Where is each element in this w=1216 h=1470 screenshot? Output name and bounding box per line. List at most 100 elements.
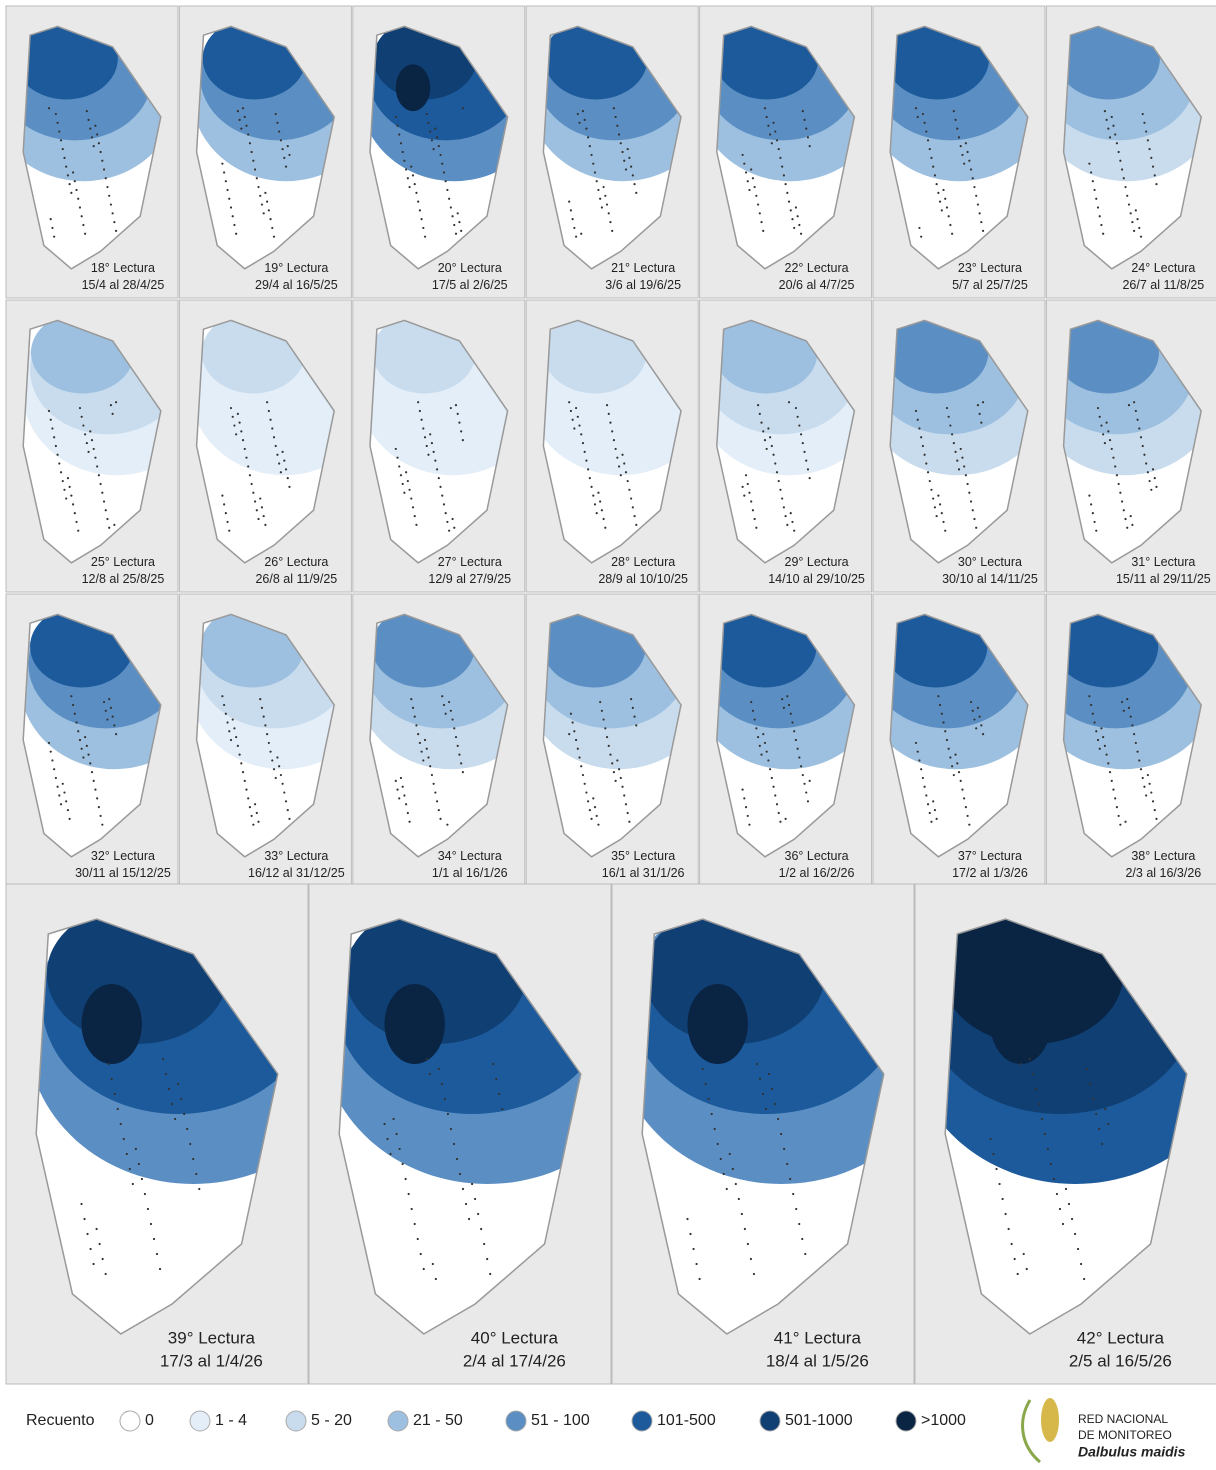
trap-point <box>108 194 111 197</box>
trap-point <box>278 130 281 133</box>
trap-point <box>80 747 83 750</box>
trap-point <box>698 1277 701 1281</box>
trap-point <box>569 209 573 212</box>
trap-point <box>460 430 463 433</box>
trap-point <box>427 453 430 456</box>
panel-title: 22° Lectura <box>785 261 849 275</box>
panel-title: 31° Lectura <box>1131 555 1195 569</box>
trap-point <box>976 404 980 407</box>
trap-point <box>80 415 83 418</box>
trap-point <box>399 142 403 145</box>
trap-point <box>1013 1257 1016 1261</box>
region-outline <box>338 918 582 1335</box>
trap-point <box>746 1242 750 1246</box>
trap-point <box>789 712 792 715</box>
trap-point <box>125 1152 128 1156</box>
trap-point <box>1102 433 1105 436</box>
trap-point <box>593 806 597 809</box>
trap-point <box>1134 409 1137 413</box>
trap-point <box>183 1112 186 1116</box>
trap-point <box>571 721 574 724</box>
trap-point <box>592 797 595 800</box>
trap-point <box>944 197 947 200</box>
trap-point <box>786 523 789 526</box>
trap-point <box>635 724 638 727</box>
trap-point <box>483 1242 486 1246</box>
trap-point <box>804 1252 807 1256</box>
trap-point <box>102 168 106 171</box>
trap-point <box>448 700 451 704</box>
trap-point <box>271 759 274 762</box>
trap-point <box>460 762 463 765</box>
trap-point <box>192 1157 195 1161</box>
trap-point <box>405 168 408 171</box>
trap-point <box>748 188 751 192</box>
trap-point <box>1136 218 1139 221</box>
trap-point <box>1120 500 1124 503</box>
trap-point <box>243 447 246 451</box>
trap-point <box>781 165 784 168</box>
trap-point <box>252 823 255 826</box>
trap-point <box>255 811 258 815</box>
trap-point <box>429 765 432 768</box>
trap-point <box>951 765 954 768</box>
trap-point <box>777 811 780 815</box>
trap-point <box>498 1092 501 1096</box>
trap-point <box>916 750 919 753</box>
trap-point <box>976 706 980 709</box>
trap-point <box>944 730 947 733</box>
trap-point <box>226 188 229 192</box>
trap-point <box>58 130 61 133</box>
trap-point <box>949 424 952 427</box>
trap-point <box>1107 430 1110 433</box>
trap-point <box>281 782 284 785</box>
trap-point <box>1139 768 1143 771</box>
region-outline <box>641 918 885 1335</box>
panel-dates: 14/10 al 29/10/25 <box>768 572 865 586</box>
trap-point <box>935 817 938 820</box>
trap-point <box>957 771 961 774</box>
trap-point <box>789 1177 792 1181</box>
trap-point <box>495 1077 498 1081</box>
trap-point <box>82 756 85 759</box>
trap-point <box>808 779 811 782</box>
trap-point <box>90 771 94 774</box>
trap-point <box>1016 1272 1019 1276</box>
trap-point <box>460 229 463 232</box>
trap-point <box>456 412 459 415</box>
trap-point <box>437 477 440 480</box>
trap-point <box>773 1102 777 1106</box>
trap-point <box>1110 779 1113 782</box>
trap-point <box>952 110 955 113</box>
trap-point <box>113 523 116 526</box>
trap-point <box>751 709 755 712</box>
trap-point <box>396 124 399 127</box>
trap-point <box>235 433 238 436</box>
trap-point <box>247 133 250 136</box>
trap-point <box>229 738 233 742</box>
map-panel: 28° Lectura 28/9 al 10/10/25 <box>525 299 699 593</box>
trap-point <box>441 494 444 497</box>
trap-point <box>1134 209 1137 212</box>
trap-point <box>1088 494 1091 497</box>
trap-point <box>68 817 71 820</box>
trap-point <box>114 229 118 232</box>
trap-point <box>461 771 464 774</box>
trap-point <box>707 1097 710 1101</box>
trap-point <box>916 115 919 119</box>
trap-point <box>70 191 73 194</box>
trap-point <box>1129 514 1132 518</box>
trap-point <box>1139 436 1143 439</box>
trap-point <box>914 409 918 413</box>
trap-point <box>777 147 780 151</box>
trap-point <box>288 817 291 820</box>
trap-point <box>799 765 803 768</box>
trap-point <box>53 436 56 439</box>
trap-point <box>461 107 464 110</box>
trap-point <box>781 698 784 701</box>
trap-point <box>973 185 976 189</box>
trap-point <box>1145 794 1148 797</box>
trap-point <box>408 488 411 491</box>
legend-title: Recuento <box>26 1412 95 1429</box>
trap-point <box>231 718 234 721</box>
